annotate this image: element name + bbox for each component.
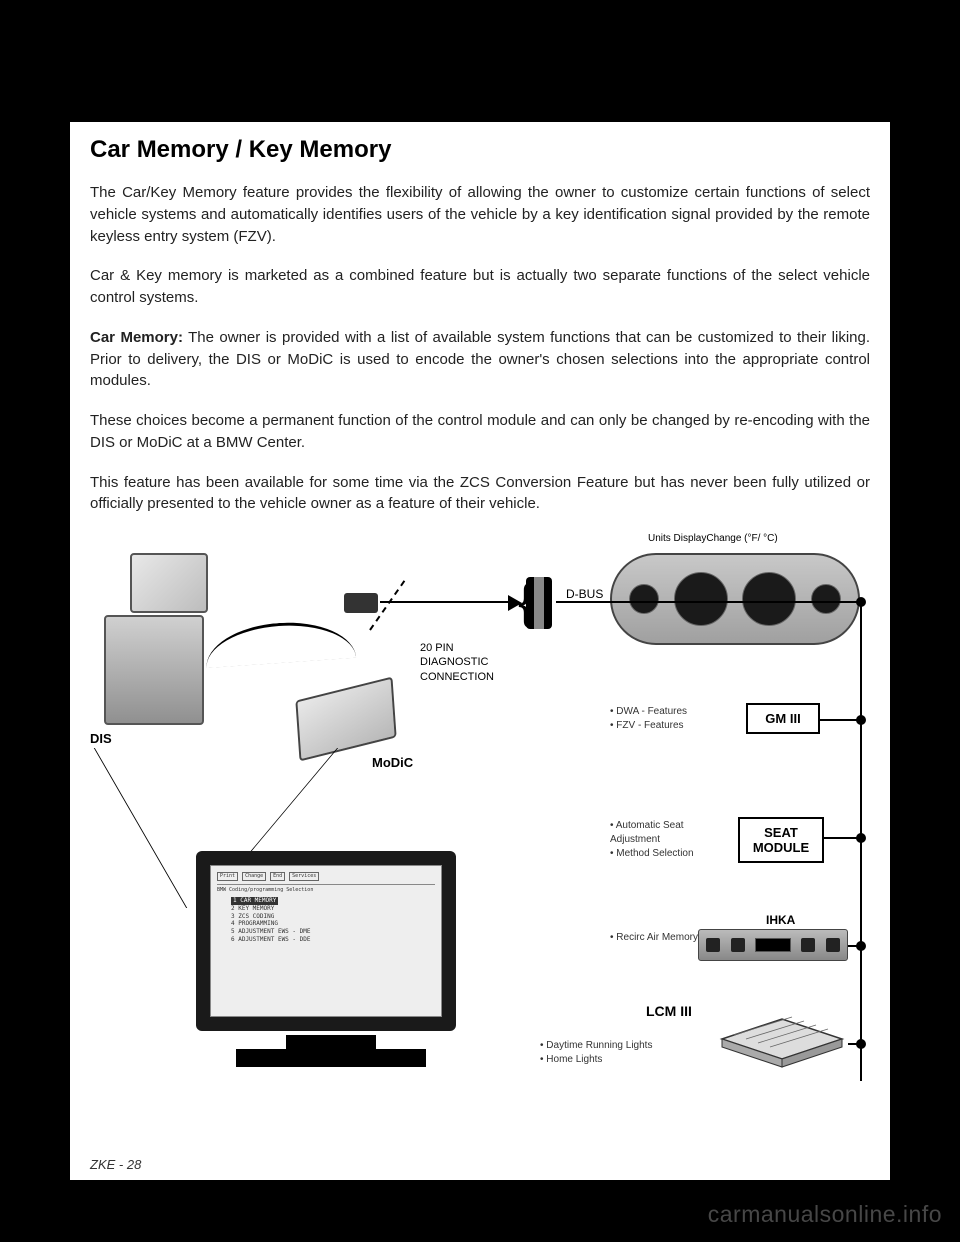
gauge-icon [674, 572, 728, 626]
content-area: Car Memory / Key Memory The Car/Key Memo… [70, 122, 890, 1093]
paragraph-1: The Car/Key Memory feature provides the … [90, 182, 870, 247]
feature-item: Method Selection [610, 847, 730, 861]
bus-node [856, 833, 866, 843]
lcm-unit-icon [712, 1009, 852, 1069]
gm-module-box: GM III [746, 703, 820, 734]
bus-node [856, 1039, 866, 1049]
feature-item: Home Lights [540, 1053, 670, 1067]
arrow-line [380, 601, 510, 603]
dis-unit-icon [90, 545, 220, 735]
screen-line: 5 ADJUSTMENT EWS - DME [231, 928, 435, 936]
ihka-label: IHKA [766, 913, 795, 927]
screen-line: 2 KEY MEMORY [231, 905, 435, 913]
cluster-label: Units DisplayChange (°F/ °C) [648, 533, 778, 544]
screen-title: BMW Coding/programming Selection [217, 884, 435, 894]
gm-features: DWA - Features FZV - Features [610, 705, 687, 733]
page-number: ZKE - 28 [90, 1157, 141, 1172]
feature-item: FZV - Features [610, 719, 687, 733]
gm-label: GM III [765, 711, 800, 726]
screen-line: 6 ADJUSTMENT EWS - DDE [231, 936, 435, 944]
screen-line: 4 PROGRAMMING [231, 920, 435, 928]
dbus-label: D-BUS [566, 587, 603, 601]
paragraph-2: Car & Key memory is marketed as a combin… [90, 265, 870, 309]
diagnostic-socket-icon [526, 577, 552, 629]
feature-item: Daytime Running Lights [540, 1039, 670, 1053]
watermark: carmanualsonline.info [708, 1201, 942, 1228]
monitor-frame: PrintChangeEndServices BMW Coding/progra… [196, 851, 456, 1031]
bus-node [856, 597, 866, 607]
ihka-unit-icon [698, 929, 848, 961]
seat-features: Automatic Seat Adjustment Method Selecti… [610, 819, 730, 861]
monitor-base [236, 1049, 426, 1067]
car-memory-label: Car Memory: [90, 329, 183, 346]
seat-label: SEAT MODULE [753, 825, 809, 855]
paragraph-3: Car Memory: The owner is provided with a… [90, 327, 870, 392]
pin-label: 20 PIN DIAGNOSTIC CONNECTION [420, 641, 494, 684]
bus-node [856, 715, 866, 725]
lcm-label: LCM III [646, 1003, 692, 1019]
monitor-icon: PrintChangeEndServices BMW Coding/progra… [196, 851, 466, 1071]
plug-icon [344, 593, 378, 613]
bus-branch [556, 601, 862, 603]
screen-highlight: 1 CAR MEMORY [231, 897, 278, 905]
paragraph-5: This feature has been available for some… [90, 472, 870, 516]
feature-item: Automatic Seat Adjustment [610, 819, 730, 847]
feature-item: Recirc Air Memory [610, 931, 700, 945]
ihka-features: Recirc Air Memory [610, 931, 700, 945]
dis-body-icon [104, 615, 204, 725]
paragraph-4: These choices become a permanent functio… [90, 410, 870, 454]
gauge-icon [742, 572, 796, 626]
feature-item: DWA - Features [610, 705, 687, 719]
seat-module-box: SEAT MODULE [738, 817, 824, 863]
dis-screen-icon [130, 553, 208, 613]
diagram: DIS { D-BUS 20 PIN DIAGNOSTIC CONNECTION… [90, 533, 870, 1093]
dis-label: DIS [90, 731, 112, 746]
screen-line: 3 ZCS CODING [231, 913, 435, 921]
gauge-icon [629, 584, 659, 614]
top-bar [70, 98, 890, 122]
gauge-icon [811, 584, 841, 614]
paragraph-3-text: The owner is provided with a list of ava… [90, 329, 870, 390]
cable-icon [204, 618, 356, 668]
document-page: Car Memory / Key Memory The Car/Key Memo… [68, 96, 892, 1182]
monitor-screen: PrintChangeEndServices BMW Coding/progra… [210, 865, 442, 1017]
page-title: Car Memory / Key Memory [90, 136, 870, 164]
bus-node [856, 941, 866, 951]
instrument-cluster-icon [610, 553, 860, 645]
monitor-stand [286, 1035, 376, 1049]
lcm-features: Daytime Running Lights Home Lights [540, 1039, 670, 1067]
